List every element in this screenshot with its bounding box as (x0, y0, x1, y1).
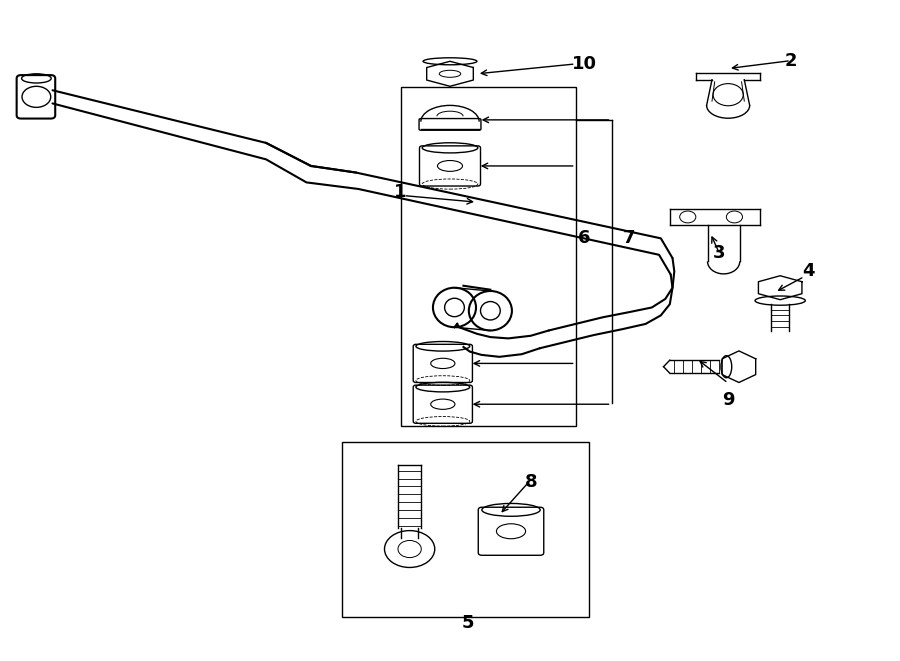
Text: 10: 10 (572, 55, 597, 73)
Text: 1: 1 (394, 183, 407, 201)
Text: 7: 7 (623, 229, 635, 247)
Text: 5: 5 (462, 615, 474, 633)
Text: 6: 6 (579, 229, 590, 247)
Bar (400, 87, 576, 426)
Text: 9: 9 (722, 391, 734, 408)
Text: 8: 8 (525, 473, 537, 491)
Text: 2: 2 (785, 52, 797, 69)
Bar (342, 442, 590, 617)
Text: 3: 3 (713, 244, 725, 262)
Text: 4: 4 (803, 262, 815, 280)
